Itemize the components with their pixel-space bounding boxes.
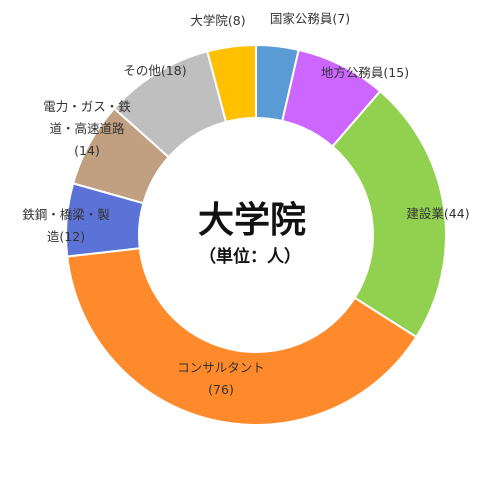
slice-label: 鉄鋼・橋梁・製 — [22, 207, 110, 222]
slice-labels: 国家公務員(7) 地方公務員(15) 建設業(44) コンサルタント (76) 鉄鋼・橋梁… — [22, 11, 469, 397]
slice-label: (14) — [74, 143, 100, 158]
slice-label: その他(18) — [123, 63, 186, 78]
donut-slice — [331, 89, 447, 339]
slice-label: 国家公務員(7) — [270, 11, 350, 26]
slice-label: 大学院(8) — [190, 13, 245, 28]
donut-slice — [206, 43, 257, 124]
slice-label: 道・高速道路 — [49, 121, 125, 136]
slice-label: 造(12) — [47, 229, 85, 244]
chart-subtitle: （単位：人） — [199, 246, 301, 267]
donut-slices — [65, 43, 447, 426]
slice-label: 電力・ガス・鉄 — [43, 99, 131, 114]
slice-label: 地方公務員(15) — [321, 65, 409, 80]
slice-label: 建設業(44) — [406, 206, 469, 221]
slice-label: (76) — [208, 382, 234, 397]
donut-slice — [66, 247, 418, 426]
slice-label: コンサルタント — [177, 360, 265, 375]
chart-title: 大学院 — [198, 199, 306, 241]
